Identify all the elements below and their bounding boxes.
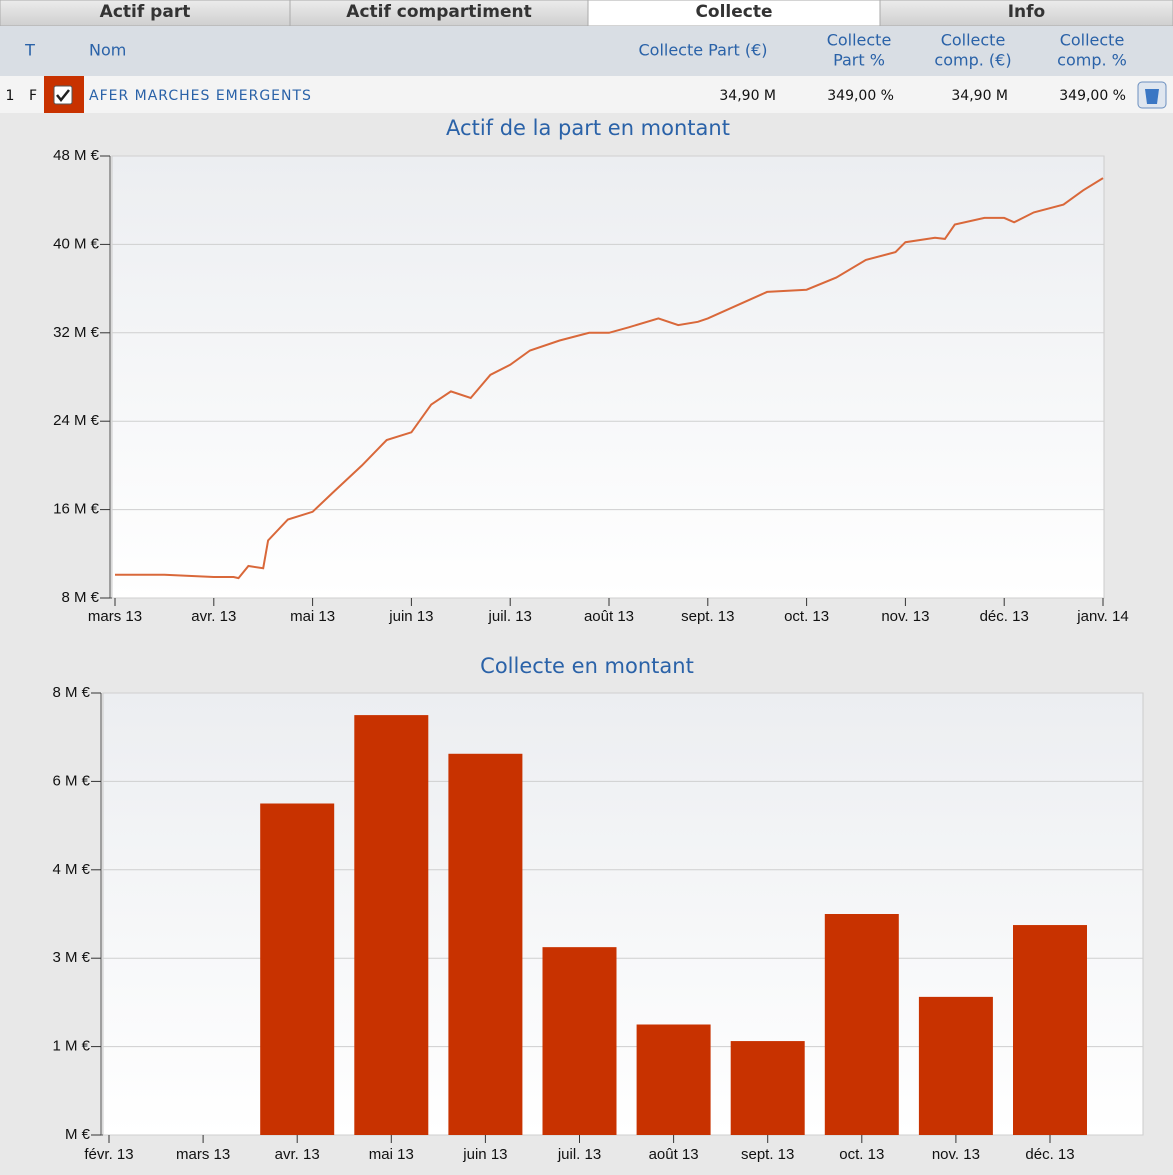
x-tick-label: août 13 [584, 608, 634, 625]
y-tick-label: 32 M € [53, 324, 100, 341]
chart-title: Collecte en montant [480, 654, 694, 678]
x-tick-label: mars 13 [176, 1146, 230, 1163]
y-tick-label: 24 M € [53, 412, 100, 429]
x-tick-label: sept. 13 [741, 1146, 794, 1163]
bar [636, 1024, 711, 1135]
tab-label: Collecte [695, 2, 772, 22]
bar [448, 753, 523, 1135]
y-tick-label: 3 M € [52, 949, 90, 966]
tab[interactable] [879, 0, 1173, 27]
cell: 1 [6, 88, 15, 104]
column-header: Collecte [827, 31, 892, 50]
y-tick-label: 8 M € [52, 684, 90, 701]
column-header: comp. (€) [934, 51, 1011, 70]
x-tick-label: mai 13 [290, 608, 335, 625]
x-tick-label: nov. 13 [932, 1146, 980, 1163]
column-header: comp. % [1057, 51, 1127, 70]
x-tick-label: mai 13 [369, 1146, 414, 1163]
tab-label: Info [1008, 2, 1046, 22]
x-tick-label: juil. 13 [488, 608, 532, 625]
x-tick-label: juin 13 [462, 1146, 507, 1163]
line-series [115, 177, 1104, 580]
cell: 34,90 M [719, 88, 776, 104]
table-header [0, 26, 1173, 76]
y-tick-label: 48 M € [53, 147, 100, 164]
plot-area [111, 155, 1105, 599]
cell: 34,90 M [951, 88, 1008, 104]
y-tick-label: 16 M € [53, 501, 100, 518]
x-tick-label: juil. 13 [557, 1146, 601, 1163]
x-tick-label: nov. 13 [881, 608, 929, 625]
x-tick-label: oct. 13 [839, 1146, 884, 1163]
x-tick-label: août 13 [649, 1146, 699, 1163]
bar [542, 947, 617, 1135]
bar [918, 996, 993, 1135]
column-header: Collecte Part (€) [638, 41, 767, 60]
tab[interactable] [289, 0, 589, 27]
charts: Actif de la part en montant 8 M € 16 M € 24… [52, 116, 1144, 1163]
x-tick-label: mars 13 [88, 608, 142, 625]
y-tick-label: 6 M € [52, 772, 90, 789]
x-tick-label: juin 13 [388, 608, 433, 625]
tab-label: Actif part [100, 2, 191, 22]
cell: 349,00 % [827, 88, 894, 104]
bar [730, 1041, 805, 1135]
cell: F [29, 88, 37, 104]
x-tick-label: janv. 14 [1076, 608, 1128, 625]
column-header: Collecte [941, 31, 1006, 50]
column-header: T [24, 41, 35, 60]
column-header: Collecte [1060, 31, 1125, 50]
x-tick-label: déc. 13 [1025, 1146, 1074, 1163]
x-tick-label: avr. 13 [275, 1146, 320, 1163]
x-tick-label: avr. 13 [191, 608, 236, 625]
x-tick-label: déc. 13 [980, 608, 1029, 625]
checkbox[interactable] [53, 85, 73, 105]
y-tick-label: 4 M € [52, 861, 90, 878]
trash-icon [1145, 89, 1159, 104]
bar [354, 715, 429, 1135]
tab-label: Actif compartiment [346, 2, 531, 22]
column-header: Nom [89, 41, 126, 60]
chart-title: Actif de la part en montant [446, 116, 730, 140]
y-tick-label: 8 M € [61, 589, 99, 606]
y-tick-label: 40 M € [53, 235, 100, 252]
cell: AFER MARCHES EMERGENTS [89, 88, 312, 104]
check-mark [56, 89, 70, 103]
y-tick-label: M € [65, 1126, 91, 1143]
bar [260, 803, 335, 1135]
bar [824, 914, 899, 1135]
tab-bar: Actif part Actif compartiment Collecte Info [0, 0, 1173, 27]
y-tick-label: 1 M € [52, 1038, 90, 1055]
column-header: Part % [833, 51, 885, 70]
table-row [0, 76, 1173, 113]
bar [1013, 925, 1087, 1135]
x-tick-label: févr. 13 [84, 1146, 133, 1163]
x-tick-label: oct. 13 [784, 608, 829, 625]
cell: 349,00 % [1059, 88, 1126, 104]
x-tick-label: sept. 13 [681, 608, 734, 625]
